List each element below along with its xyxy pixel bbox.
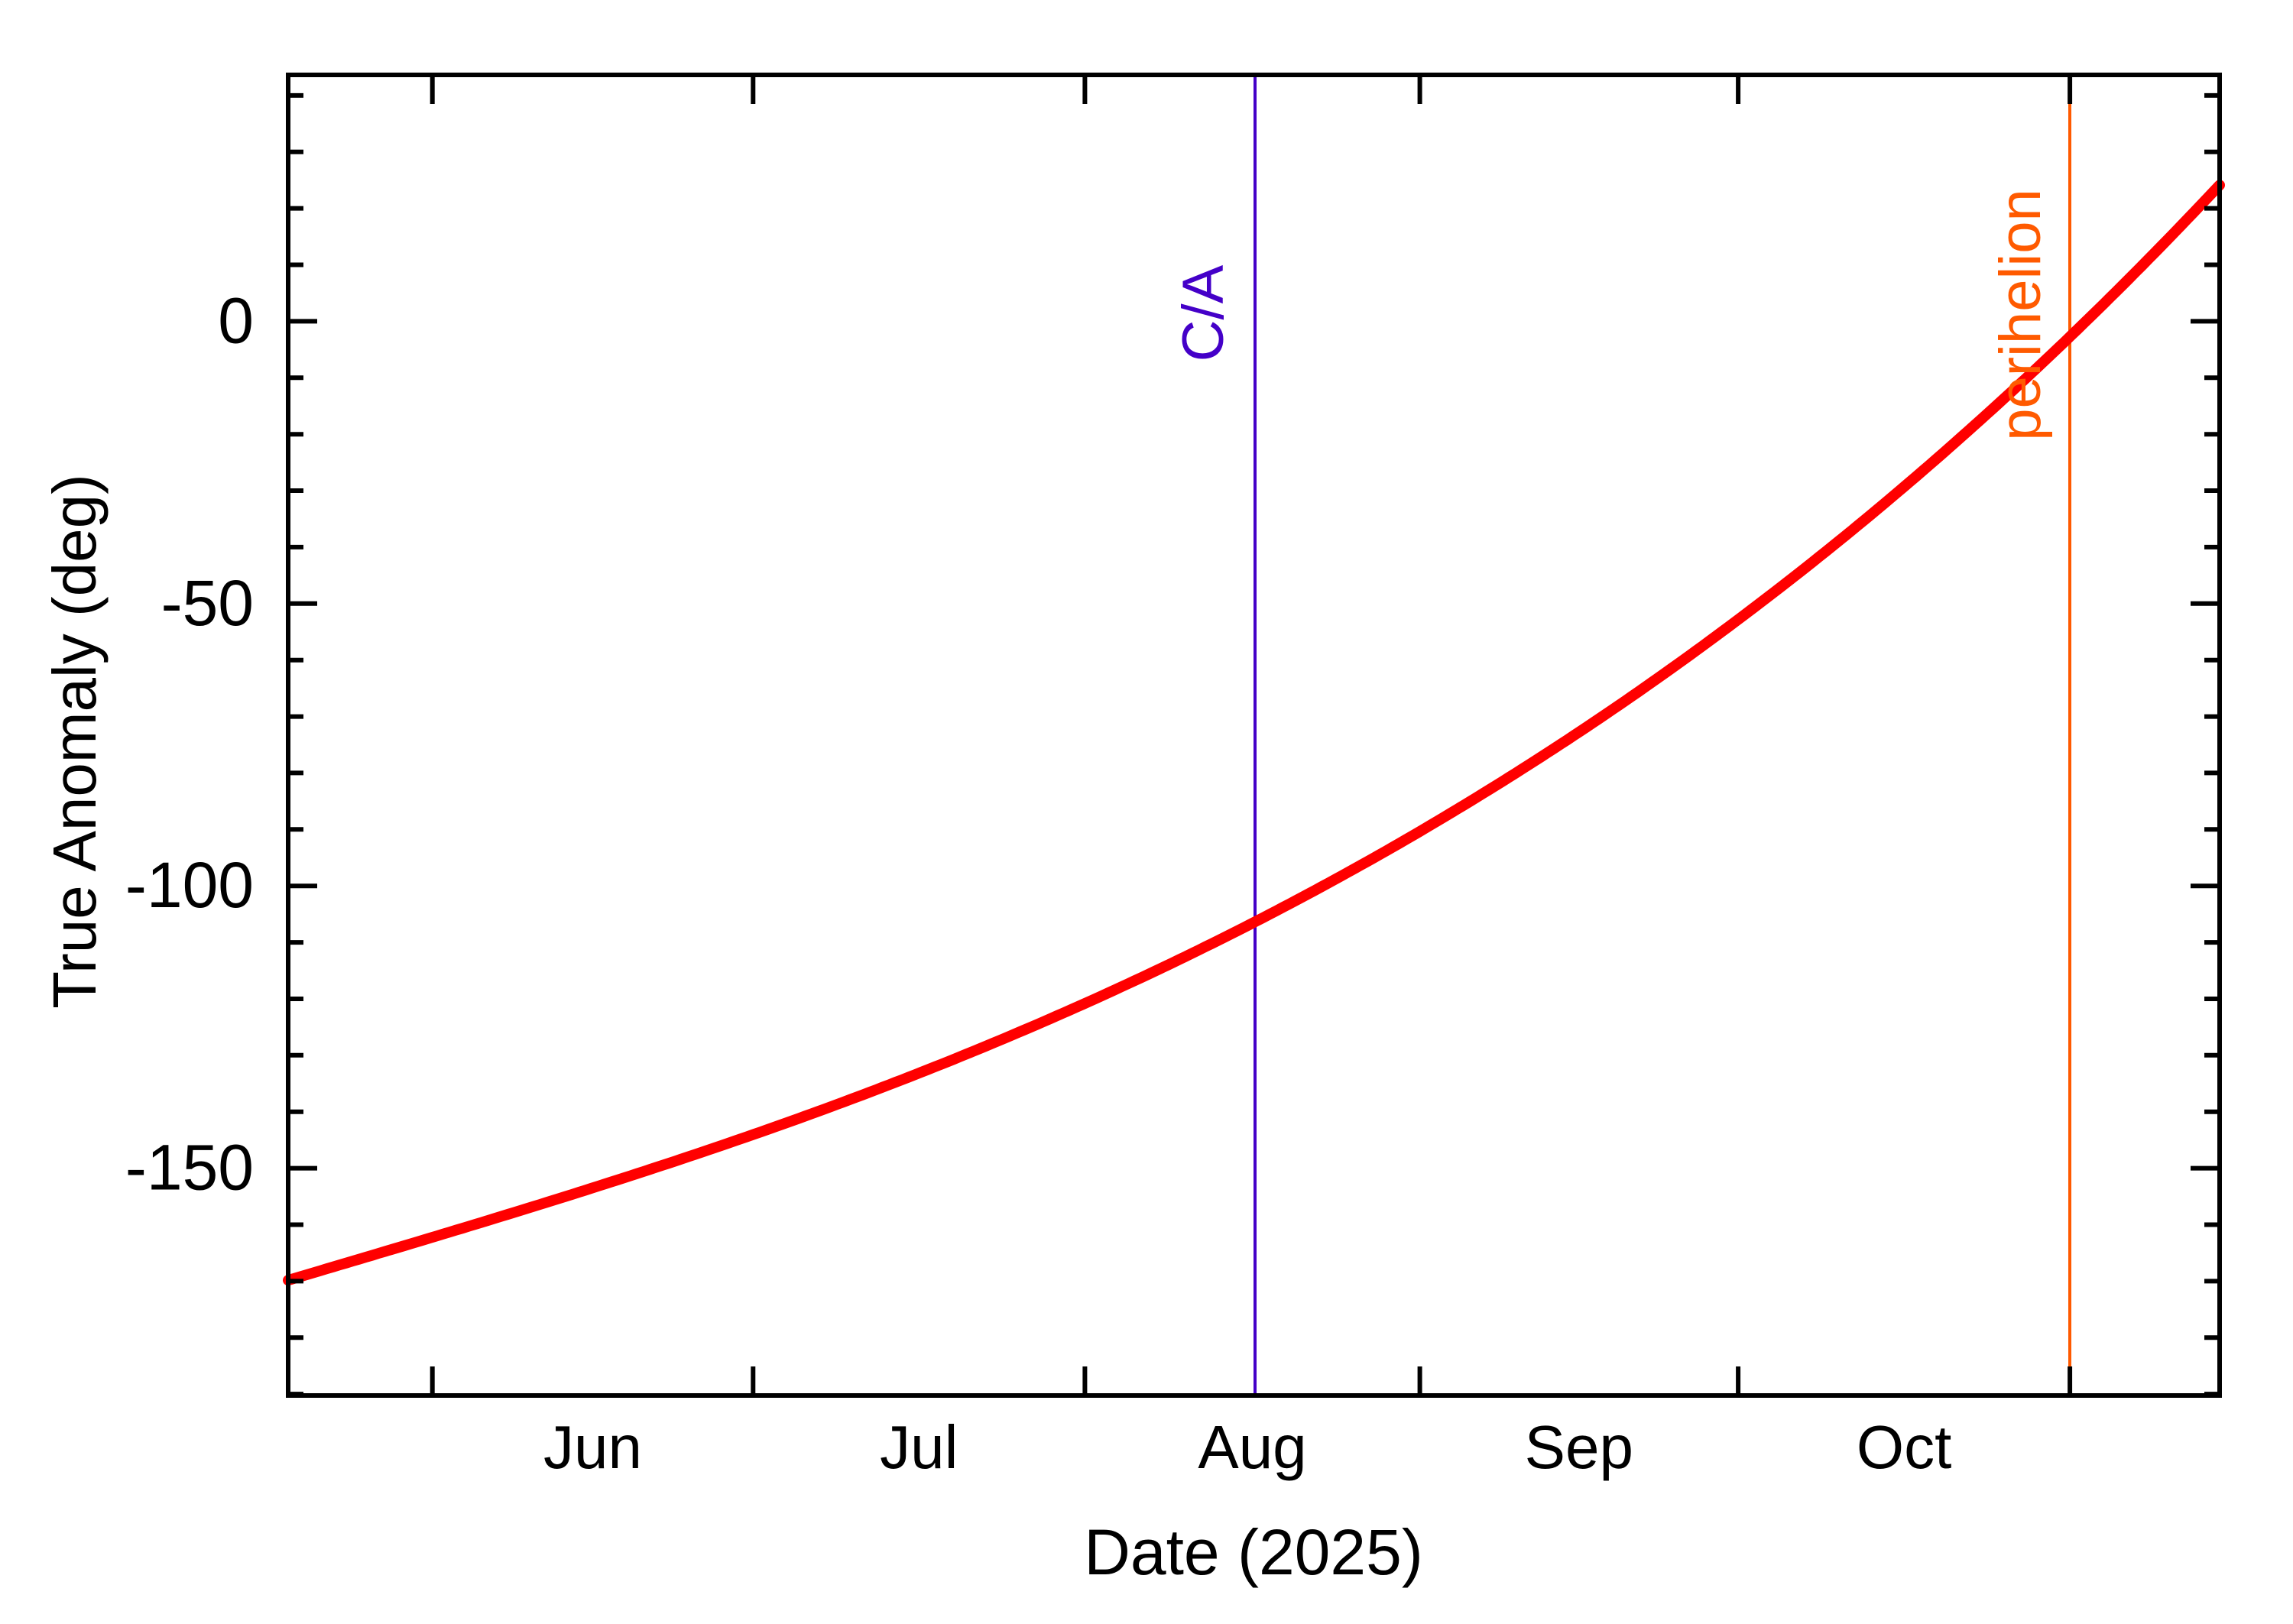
svg-text:perihelion: perihelion [1988,189,2053,441]
svg-text:-150: -150 [125,1132,254,1204]
svg-text:Jul: Jul [880,1413,958,1481]
svg-text:-100: -100 [125,849,254,921]
svg-text:Oct: Oct [1857,1413,1951,1481]
svg-text:Jun: Jun [543,1413,642,1481]
svg-text:True Anomaly (deg): True Anomaly (deg) [41,474,109,1009]
svg-text:-50: -50 [161,567,254,639]
svg-text:0: 0 [218,284,254,356]
svg-text:Date (2025): Date (2025) [1084,1516,1423,1588]
svg-text:Sep: Sep [1525,1413,1633,1481]
svg-text:Aug: Aug [1198,1413,1306,1481]
svg-text:C/A: C/A [1171,264,1236,361]
